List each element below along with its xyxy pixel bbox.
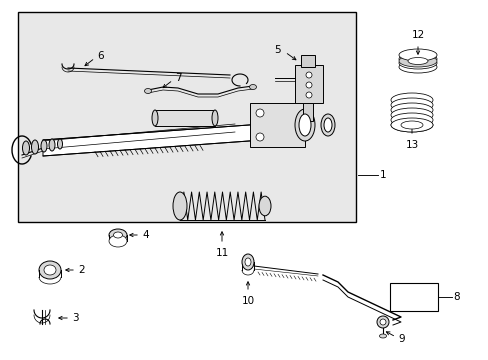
Ellipse shape	[113, 232, 122, 238]
Text: 12: 12	[410, 30, 424, 40]
Bar	[294, 65, 323, 103]
Bar	[389, 283, 437, 311]
Circle shape	[256, 109, 264, 117]
Ellipse shape	[49, 139, 55, 151]
Polygon shape	[43, 122, 289, 156]
Bar	[301, 55, 314, 67]
Circle shape	[305, 82, 311, 88]
Ellipse shape	[294, 109, 314, 141]
Ellipse shape	[259, 196, 270, 216]
Text: 11: 11	[215, 248, 228, 258]
Ellipse shape	[398, 57, 436, 69]
Text: 1: 1	[379, 170, 386, 180]
Text: 4: 4	[142, 230, 148, 240]
Text: 6: 6	[97, 51, 103, 61]
Text: 13: 13	[405, 140, 418, 150]
Circle shape	[305, 92, 311, 98]
Text: 9: 9	[397, 334, 404, 344]
Text: 8: 8	[452, 292, 459, 302]
Circle shape	[379, 319, 385, 325]
Text: 5: 5	[274, 45, 281, 55]
Ellipse shape	[44, 265, 56, 275]
Ellipse shape	[324, 118, 331, 132]
Ellipse shape	[58, 139, 62, 149]
Bar	[155, 110, 215, 126]
Ellipse shape	[109, 235, 127, 247]
Bar	[18, 12, 355, 222]
Ellipse shape	[22, 141, 29, 155]
Ellipse shape	[31, 140, 39, 154]
Ellipse shape	[379, 334, 386, 338]
Ellipse shape	[390, 113, 432, 127]
Ellipse shape	[390, 98, 432, 112]
Circle shape	[256, 133, 264, 141]
Ellipse shape	[398, 53, 436, 65]
Ellipse shape	[398, 61, 436, 73]
Ellipse shape	[407, 58, 427, 64]
Ellipse shape	[244, 258, 250, 266]
Ellipse shape	[242, 254, 253, 270]
Circle shape	[376, 316, 388, 328]
Text: 2: 2	[78, 265, 84, 275]
Ellipse shape	[144, 89, 151, 94]
Ellipse shape	[390, 108, 432, 122]
Ellipse shape	[320, 114, 334, 136]
Ellipse shape	[298, 114, 310, 136]
Bar	[249, 103, 305, 147]
Ellipse shape	[390, 118, 432, 132]
Ellipse shape	[398, 55, 436, 67]
Ellipse shape	[41, 140, 47, 152]
Ellipse shape	[173, 192, 186, 220]
Text: 3: 3	[72, 313, 79, 323]
Ellipse shape	[249, 85, 256, 90]
Circle shape	[305, 72, 311, 78]
Text: 7: 7	[175, 73, 181, 83]
Ellipse shape	[152, 110, 158, 126]
Ellipse shape	[390, 93, 432, 107]
Ellipse shape	[390, 103, 432, 117]
Ellipse shape	[109, 229, 127, 241]
Ellipse shape	[212, 110, 218, 126]
Bar	[303, 103, 312, 121]
Ellipse shape	[39, 261, 61, 279]
Ellipse shape	[398, 49, 436, 61]
Ellipse shape	[400, 121, 422, 129]
Ellipse shape	[390, 118, 432, 132]
Text: 10: 10	[241, 296, 254, 306]
